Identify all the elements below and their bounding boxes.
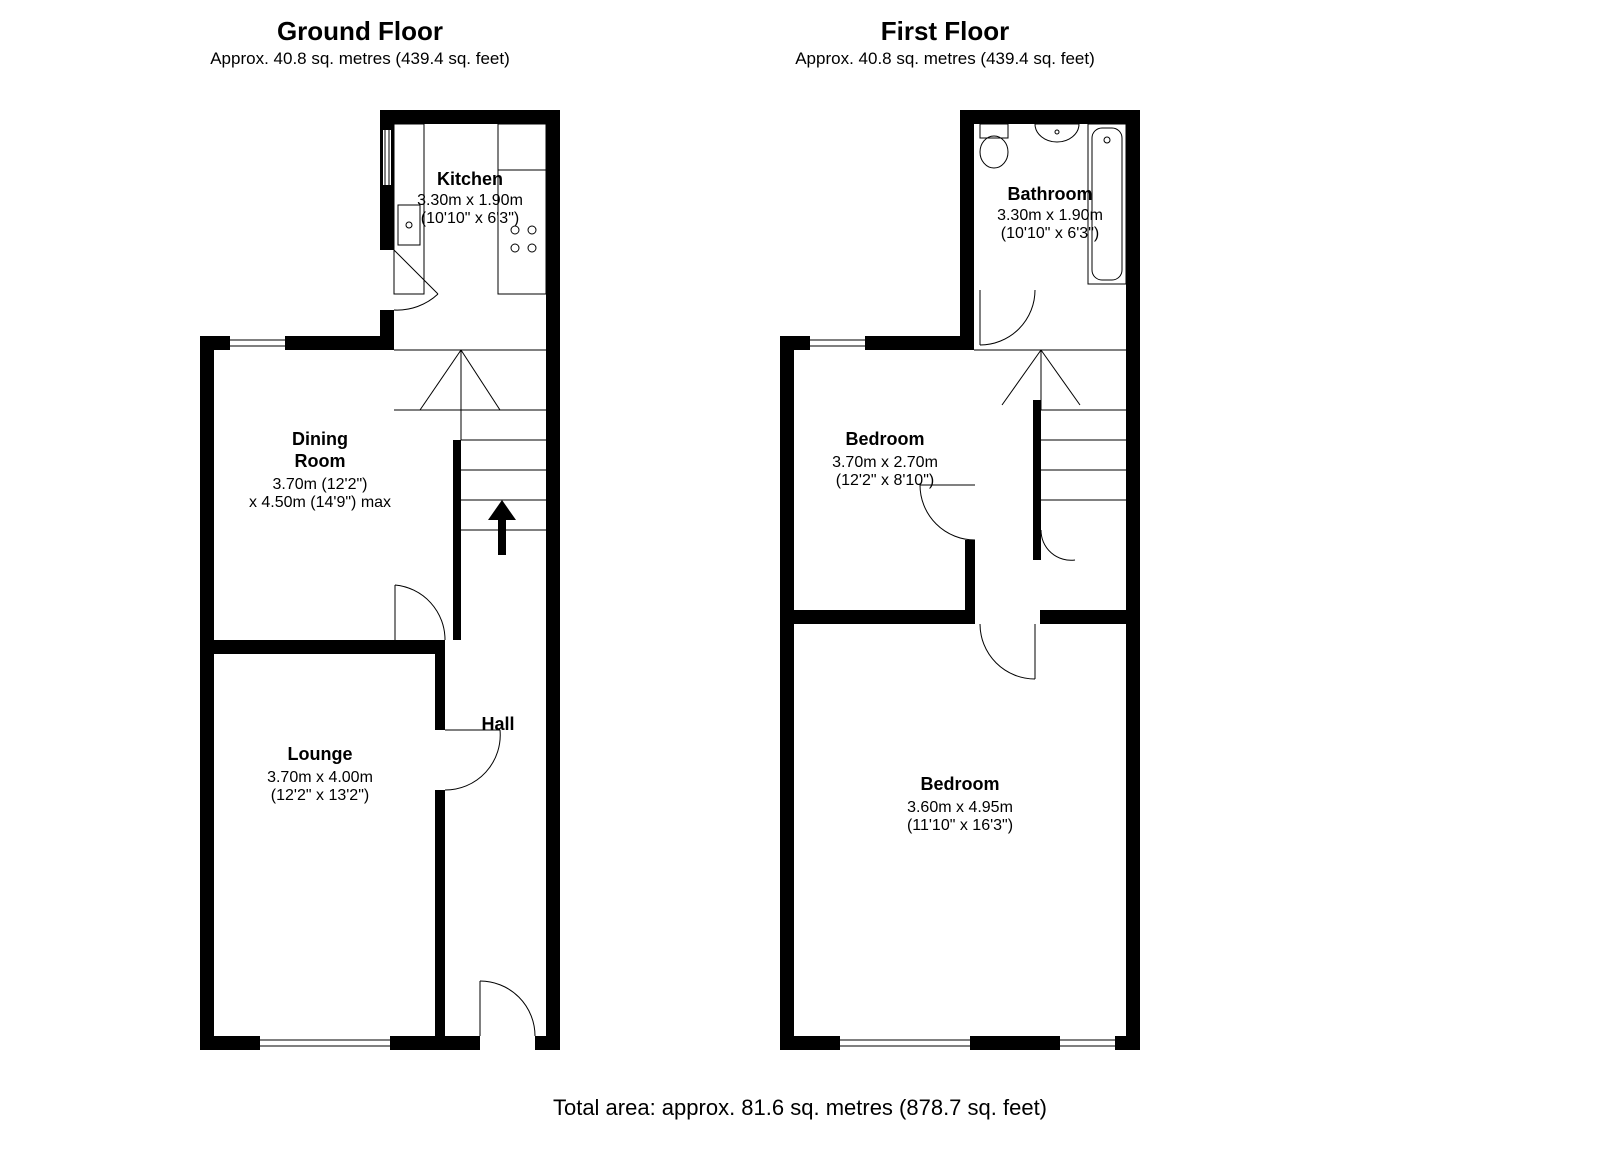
bedroom1-label: Bedroom bbox=[845, 429, 924, 449]
first-subtitle: Approx. 40.8 sq. metres (439.4 sq. feet) bbox=[795, 49, 1095, 68]
dining-label: Dining bbox=[292, 429, 348, 449]
stairs-first bbox=[974, 350, 1126, 560]
svg-text:x 4.50m (14'9") max: x 4.50m (14'9") max bbox=[249, 494, 391, 511]
total-area: Total area: approx. 81.6 sq. metres (878… bbox=[553, 1095, 1047, 1120]
ground-title: Ground Floor bbox=[277, 16, 443, 46]
lounge-label: Lounge bbox=[288, 744, 353, 764]
kitchen-label: Kitchen bbox=[437, 169, 503, 189]
bathroom-label: Bathroom bbox=[1008, 184, 1093, 204]
ground-subtitle: Approx. 40.8 sq. metres (439.4 sq. feet) bbox=[210, 49, 510, 68]
svg-text:Room: Room bbox=[295, 451, 346, 471]
stairs-ground bbox=[394, 350, 546, 530]
first-title: First Floor bbox=[881, 16, 1010, 46]
hall-label: Hall bbox=[481, 714, 514, 734]
svg-text:3.70m x 4.00m: 3.70m x 4.00m bbox=[267, 769, 373, 786]
floorplan-diagram: Ground Floor Approx. 40.8 sq. metres (43… bbox=[0, 0, 1600, 1163]
bedroom2-label: Bedroom bbox=[920, 774, 999, 794]
svg-text:(12'2" x 8'10"): (12'2" x 8'10") bbox=[836, 472, 934, 489]
svg-text:3.70m x 2.70m: 3.70m x 2.70m bbox=[832, 454, 938, 471]
svg-text:3.30m x 1.90m: 3.30m x 1.90m bbox=[997, 207, 1103, 224]
svg-text:(10'10" x 6'3"): (10'10" x 6'3") bbox=[1001, 225, 1099, 242]
svg-text:(10'10" x 6'3"): (10'10" x 6'3") bbox=[421, 210, 519, 227]
svg-text:3.70m (12'2"): 3.70m (12'2") bbox=[273, 476, 368, 493]
up-arrow-icon bbox=[488, 500, 516, 555]
svg-text:3.30m x 1.90m: 3.30m x 1.90m bbox=[417, 192, 523, 209]
svg-text:(12'2" x 13'2"): (12'2" x 13'2") bbox=[271, 787, 369, 804]
svg-text:3.60m x 4.95m: 3.60m x 4.95m bbox=[907, 799, 1013, 816]
ground-floor: Kitchen 3.30m x 1.90m (10'10" x 6'3") Di… bbox=[200, 110, 560, 1050]
bathroom-fixtures bbox=[980, 124, 1126, 284]
first-floor: Bathroom 3.30m x 1.90m (10'10" x 6'3") B… bbox=[780, 110, 1140, 1050]
svg-text:(11'10" x 16'3"): (11'10" x 16'3") bbox=[907, 817, 1013, 834]
